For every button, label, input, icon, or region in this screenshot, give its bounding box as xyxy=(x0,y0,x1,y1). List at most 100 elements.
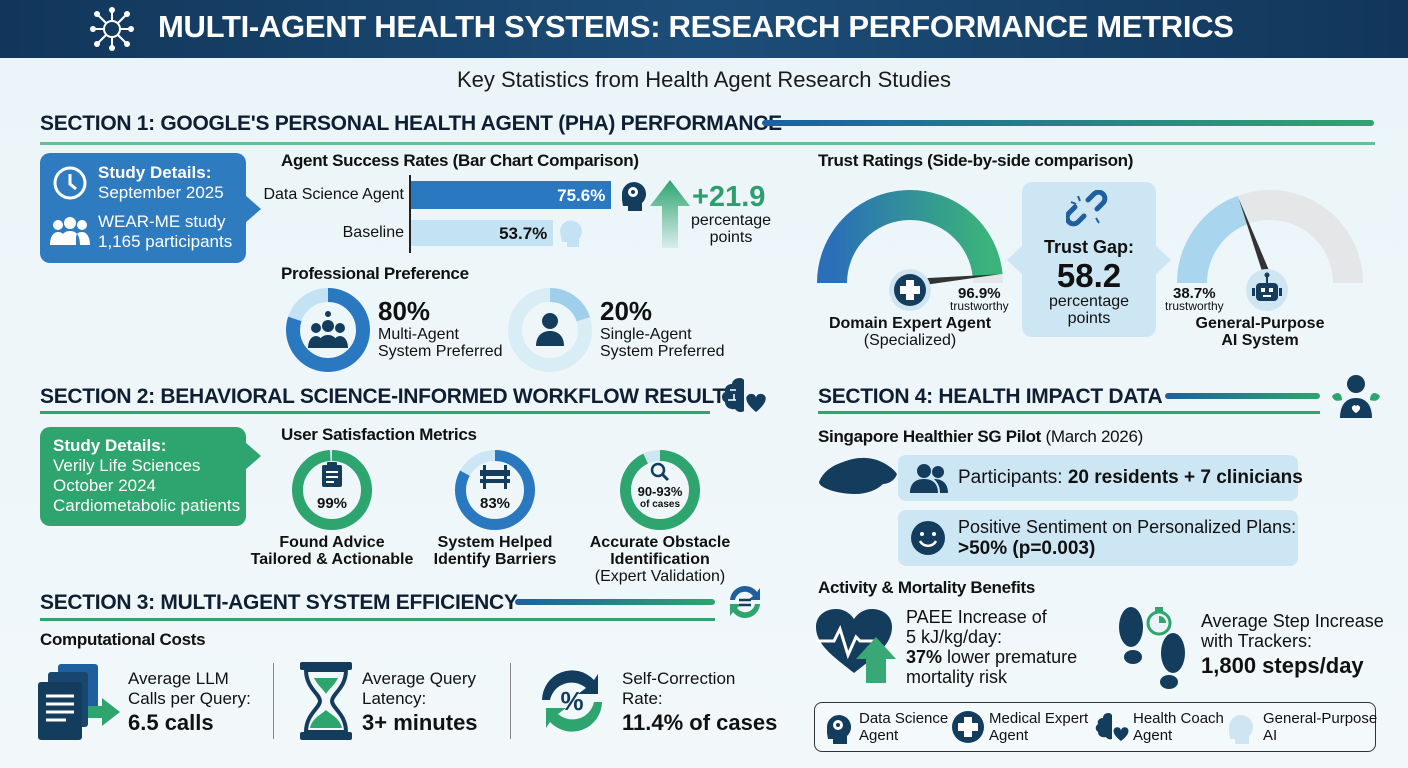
up-arrow-icon xyxy=(650,180,690,248)
metric-label: Found Advice xyxy=(279,534,385,551)
metric-value: 83% xyxy=(479,495,511,512)
expert-trust-value: 96.9% xyxy=(958,285,1001,302)
gauge-needle xyxy=(1238,198,1274,285)
bar-chart-title: Agent Success Rates (Bar Chart Compariso… xyxy=(281,151,639,170)
clock-icon xyxy=(53,166,87,200)
legend-label: Agent xyxy=(859,727,899,744)
gauge-general-purpose xyxy=(1177,190,1363,285)
bar-value: 53.7% xyxy=(499,224,548,243)
legend-label: Data Science xyxy=(859,710,949,727)
bar-axis xyxy=(409,175,411,253)
study-org: Verily Life Sciences xyxy=(53,456,201,475)
donut-single-agent xyxy=(508,288,592,372)
clipboard-icon xyxy=(322,462,342,487)
section3-title: SECTION 3: MULTI-AGENT SYSTEM EFFICIENCY xyxy=(40,591,518,614)
gear-head-icon xyxy=(622,182,646,211)
medical-cross-icon xyxy=(889,269,931,311)
cost-label: Latency: xyxy=(362,689,427,708)
callout-pointer xyxy=(1156,246,1171,274)
donut-fill xyxy=(286,288,370,372)
gauge-fill xyxy=(1177,195,1249,284)
paee-label: PAEE Increase of xyxy=(906,607,1047,627)
paee-value: 37% xyxy=(906,647,943,667)
divider xyxy=(510,663,511,739)
section-divider xyxy=(762,120,1374,126)
legend-label: Medical Expert xyxy=(989,710,1089,727)
participants-card: Participants: 20 residents + 7 clinician… xyxy=(898,455,1303,501)
documents-icon xyxy=(38,664,120,740)
page-subtitle: Key Statistics from Health Agent Researc… xyxy=(456,67,951,92)
study-details-card-2: Study Details: Verily Life Sciences Octo… xyxy=(40,427,246,526)
cost-label: Calls per Query: xyxy=(128,689,251,708)
trust-title: Trust Ratings (Side-by-side comparison) xyxy=(818,151,1134,170)
study-name: WEAR-ME study xyxy=(98,212,226,231)
metric-label: Identify Barriers xyxy=(433,551,557,568)
metric-label: (Expert Validation) xyxy=(594,568,726,585)
legend-label: Health Coach xyxy=(1133,710,1224,727)
magnifier-icon xyxy=(650,462,670,482)
divider xyxy=(273,663,274,739)
expert-trust-sub: trustworthy xyxy=(950,299,1009,313)
preference-label: Single-Agent xyxy=(600,326,692,343)
brain-heart-icon xyxy=(1095,713,1129,741)
paee-label: mortality risk xyxy=(906,667,1008,687)
singapore-map-icon xyxy=(819,457,897,494)
expert-name: Domain Expert Agent xyxy=(828,315,992,332)
general-name: General-Purpose xyxy=(1195,315,1325,332)
study-population: Cardiometabolic patients xyxy=(53,496,241,515)
section-divider xyxy=(1165,393,1320,399)
pilot-title: Singapore Healthier SG Pilot (March 2026… xyxy=(818,427,1143,447)
section4-title: SECTION 4: HEALTH IMPACT DATA xyxy=(818,385,1163,408)
section2-title: SECTION 2: BEHAVIORAL SCIENCE-INFORMED W… xyxy=(40,385,739,408)
cost-label: Rate: xyxy=(622,689,663,708)
cost-value: 11.4% of cases xyxy=(622,710,778,735)
section1-title: SECTION 1: GOOGLE'S PERSONAL HEALTH AGEN… xyxy=(40,112,782,135)
callout-pointer xyxy=(245,442,261,470)
head-icon xyxy=(560,220,582,247)
legend-label: General-Purpose xyxy=(1263,710,1378,727)
preference-label: System Preferred xyxy=(600,343,725,360)
heart-pulse-icon xyxy=(816,609,896,683)
legend-label: Agent xyxy=(989,727,1029,744)
general-trust-sub: trustworthy xyxy=(1165,299,1224,313)
section-divider xyxy=(515,599,715,605)
metric-label: System Helped xyxy=(437,534,553,551)
study-date: September 2025 xyxy=(98,183,224,202)
callout-pointer xyxy=(1007,246,1022,274)
gear-head-icon xyxy=(827,715,851,744)
callout-pointer xyxy=(245,195,261,223)
paee-label: lower premature xyxy=(942,647,1078,667)
sentiment-value: >50% (p=0.003) xyxy=(958,538,1096,559)
legend-label: Agent xyxy=(1133,727,1173,744)
metric-label: Tailored & Actionable xyxy=(250,551,414,568)
head-icon xyxy=(1229,715,1253,744)
activity-title: Activity & Mortality Benefits xyxy=(818,578,1036,597)
metric-value: 99% xyxy=(316,495,348,512)
general-trust-value: 38.7% xyxy=(1173,285,1216,302)
delta-unit: percentage xyxy=(690,212,772,229)
people-icon xyxy=(910,464,948,493)
steps-value: 1,800 steps/day xyxy=(1201,653,1364,678)
expert-name-sub: (Specialized) xyxy=(863,332,957,349)
study-date: October 2024 xyxy=(53,476,157,495)
steps-label: with Trackers: xyxy=(1201,631,1313,651)
barrier-icon xyxy=(480,465,510,489)
sentiment-label: Positive Sentiment on Personalized Plans… xyxy=(958,517,1297,537)
delta-unit: points xyxy=(709,229,753,246)
preference-value: 80% xyxy=(378,296,431,326)
trust-gap-label: Trust Gap: xyxy=(1043,237,1134,257)
cost-value: 6.5 calls xyxy=(128,710,214,735)
section-underline xyxy=(40,411,710,414)
bar-data-science-agent: 75.6% xyxy=(411,181,612,209)
bar-label: Baseline xyxy=(342,224,404,241)
metrics-title: User Satisfaction Metrics xyxy=(281,425,477,444)
study-participants: 1,165 participants xyxy=(98,232,233,251)
broken-link-icon xyxy=(1066,190,1108,227)
section-underline xyxy=(40,618,715,621)
page-title: MULTI-AGENT HEALTH SYSTEMS: RESEARCH PER… xyxy=(158,9,1234,44)
preference-title: Professional Preference xyxy=(281,264,469,283)
donut-fill xyxy=(620,450,700,530)
header-bar: MULTI-AGENT HEALTH SYSTEMS: RESEARCH PER… xyxy=(0,0,1408,58)
bar-value: 75.6% xyxy=(557,186,606,205)
preference-label: Multi-Agent xyxy=(378,326,459,343)
